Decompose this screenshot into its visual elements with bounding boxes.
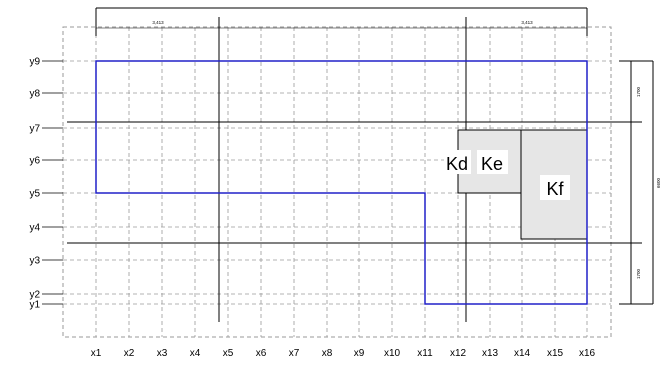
building-outline [95,60,588,305]
x-label-x16: x16 [579,348,596,359]
x-axis-labels: x1 x2 x3 x4 x5 x6 x7 x8 x9 x10 x11 x12 x13 x14 x15 x16 [91,348,596,359]
y-label-y6: y6 [29,156,40,167]
x-label-x11: x11 [417,348,433,359]
room-ke-label-bg [477,150,508,174]
y-label-y9: y9 [29,57,40,68]
room-kf-label-bg [540,175,570,200]
y-label-y2: y2 [29,290,40,301]
x-label-x7: x7 [289,348,300,359]
room-ke-label: Ke [481,154,503,174]
x-label-x14: x14 [514,348,531,359]
room-kd-label: Kd [446,154,468,174]
room-kf-label: Kf [546,179,564,199]
x-label-x5: x5 [223,348,234,359]
x-label-x6: x6 [256,348,267,359]
y-label-y5: y5 [29,189,40,200]
y-label-y1: y1 [29,300,40,311]
y-label-y7: y7 [29,124,40,135]
dim-top-left: 3,413 [152,20,164,25]
dim-right-lower: 1700 [636,268,641,279]
y-label-y4: y4 [29,223,40,234]
dim-top-right: 3,413 [521,20,533,25]
x-label-x2: x2 [124,348,135,359]
diagram-frame [62,26,612,338]
dim-right-middle: 6600 [656,177,661,188]
dim-right-upper: 1700 [636,86,641,97]
top-dimension-bracket: 3,413 3,413 [95,7,588,36]
x-label-x13: x13 [482,348,499,359]
x-label-x1: x1 [91,348,102,359]
x-label-x10: x10 [384,348,401,359]
x-label-x9: x9 [354,348,365,359]
room-kd-label-bg [444,150,471,174]
x-label-x3: x3 [157,348,168,359]
y-label-y3: y3 [29,256,40,267]
y-label-y8: y8 [29,89,40,100]
x-label-x12: x12 [450,348,467,359]
x-label-x15: x15 [547,348,564,359]
right-dimension-bracket: 1700 6600 1700 [619,60,661,305]
x-label-x4: x4 [190,348,201,359]
x-label-x8: x8 [322,348,333,359]
